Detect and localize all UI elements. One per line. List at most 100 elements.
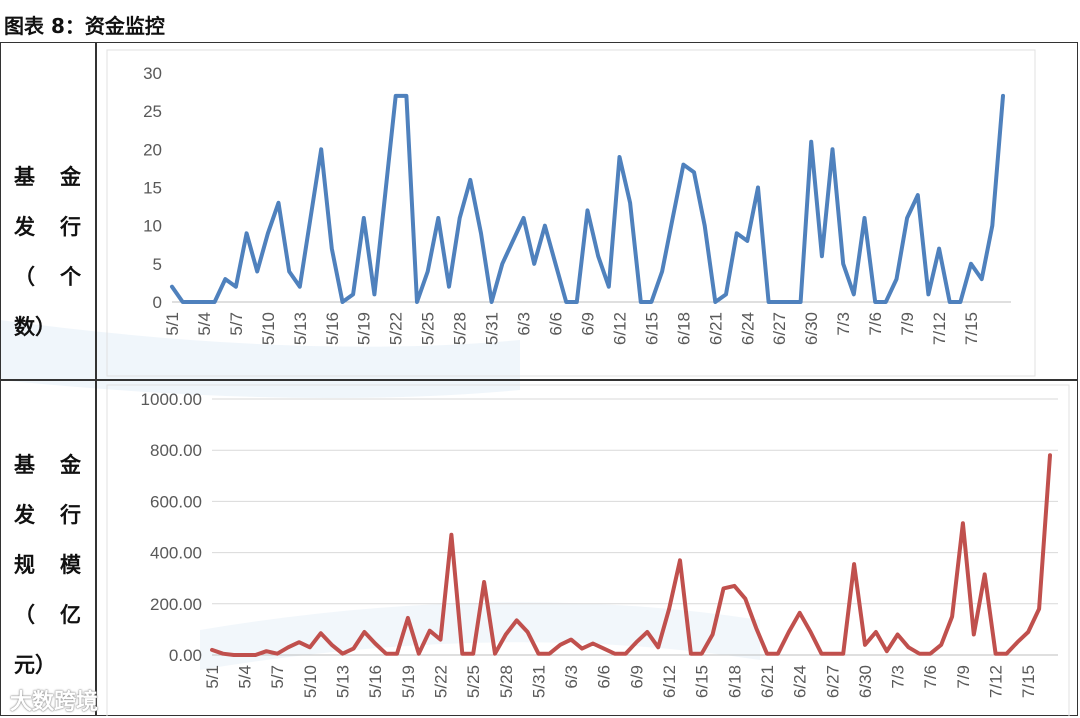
x-tick-label: 6/21 — [706, 312, 725, 345]
x-tick-label: 5/22 — [431, 665, 450, 698]
data-point — [245, 231, 249, 235]
data-point — [223, 277, 227, 281]
fund-size-line-chart: 0.00 200.00 400.00 600.00 800.00 1000.00 5/1 5… — [106, 384, 1070, 716]
data-point — [275, 652, 279, 656]
data-point — [439, 638, 443, 642]
data-point — [820, 254, 824, 258]
data-point — [980, 277, 984, 281]
x-tick-label: 5/16 — [366, 665, 385, 698]
data-point — [596, 254, 600, 258]
data-point — [884, 300, 888, 304]
x-tick-label: 6/9 — [578, 312, 597, 336]
data-point — [340, 300, 344, 304]
data-point — [916, 193, 920, 197]
data-point — [500, 262, 504, 266]
data-point — [863, 643, 867, 647]
data-point — [732, 584, 736, 588]
data-point — [711, 633, 715, 637]
data-point — [819, 652, 823, 656]
data-point — [254, 653, 258, 657]
data-point — [649, 300, 653, 304]
row-label-char: 基 — [14, 452, 35, 477]
data-point — [504, 633, 508, 637]
data-point — [234, 285, 238, 289]
data-point — [969, 262, 973, 266]
x-tick-label: 6/15 — [642, 312, 661, 345]
data-point — [735, 231, 739, 235]
data-point — [330, 247, 334, 251]
data-point — [297, 640, 301, 644]
x-tick-label: 5/25 — [419, 312, 438, 345]
data-point — [745, 239, 749, 243]
data-point — [255, 269, 259, 273]
x-tick-label: 5/19 — [355, 312, 374, 345]
data-point — [460, 652, 464, 656]
data-point — [569, 638, 573, 642]
data-point — [624, 652, 628, 656]
data-point — [373, 641, 377, 645]
data-point — [191, 300, 195, 304]
row-label-char: 亿 — [60, 602, 81, 627]
y-tick-label: 1000.00 — [141, 390, 202, 409]
data-point — [678, 558, 682, 562]
data-point — [536, 652, 540, 656]
y-tick-label: 0 — [153, 293, 162, 312]
x-tick-label: 6/21 — [758, 665, 777, 698]
row-label-char: 模 — [60, 552, 81, 577]
data-point — [798, 611, 802, 615]
data-point — [787, 630, 791, 634]
data-point — [277, 201, 281, 205]
data-point — [722, 586, 726, 590]
x-tick-label: 5/16 — [323, 312, 342, 345]
data-point — [210, 648, 214, 652]
x-tick-label: 7/6 — [921, 665, 940, 689]
data-point — [458, 216, 462, 220]
x-tick-label: 5/19 — [399, 665, 418, 698]
data-point — [777, 300, 781, 304]
data-point — [384, 652, 388, 656]
data-point — [617, 155, 621, 159]
y-tick-label: 800.00 — [150, 441, 202, 460]
x-tick-label: 5/10 — [301, 665, 320, 698]
data-point — [181, 300, 185, 304]
data-point — [831, 147, 835, 151]
data-point — [660, 269, 664, 273]
data-point — [602, 647, 606, 651]
data-point — [202, 300, 206, 304]
row-label-char: 基 — [14, 164, 35, 189]
data-point — [703, 224, 707, 228]
data-point — [809, 140, 813, 144]
y-tick-label: 20 — [143, 140, 162, 159]
data-point — [482, 580, 486, 584]
data-point — [591, 641, 595, 645]
x-tick-label: 5/4 — [195, 312, 214, 336]
row-label-char: 行 — [60, 502, 81, 527]
data-point — [447, 285, 451, 289]
data-point — [639, 300, 643, 304]
data-point — [1037, 607, 1041, 611]
x-tick-label: 6/6 — [546, 312, 565, 336]
x-tick-label: 7/9 — [954, 665, 973, 689]
x-tick-label: 5/28 — [497, 665, 516, 698]
x-tick-label: 6/15 — [693, 665, 712, 698]
data-point — [532, 262, 536, 266]
background-watermark-swoosh — [0, 320, 760, 670]
data-point — [264, 649, 268, 653]
data-point — [743, 597, 747, 601]
data-point — [286, 645, 290, 649]
data-point — [830, 652, 834, 656]
row-label-char: 发 — [14, 502, 35, 527]
data-point — [330, 643, 334, 647]
x-tick-label: 6/30 — [802, 312, 821, 345]
row-divider — [0, 379, 1078, 381]
x-tick-label: 5/13 — [291, 312, 310, 345]
x-tick-label: 6/3 — [562, 665, 581, 689]
data-point — [232, 653, 236, 657]
x-tick-label: 5/31 — [483, 312, 502, 345]
data-point — [308, 645, 312, 649]
data-point — [490, 300, 494, 304]
data-point — [1026, 630, 1030, 634]
data-point — [713, 300, 717, 304]
data-point — [799, 300, 803, 304]
data-point — [645, 630, 649, 634]
